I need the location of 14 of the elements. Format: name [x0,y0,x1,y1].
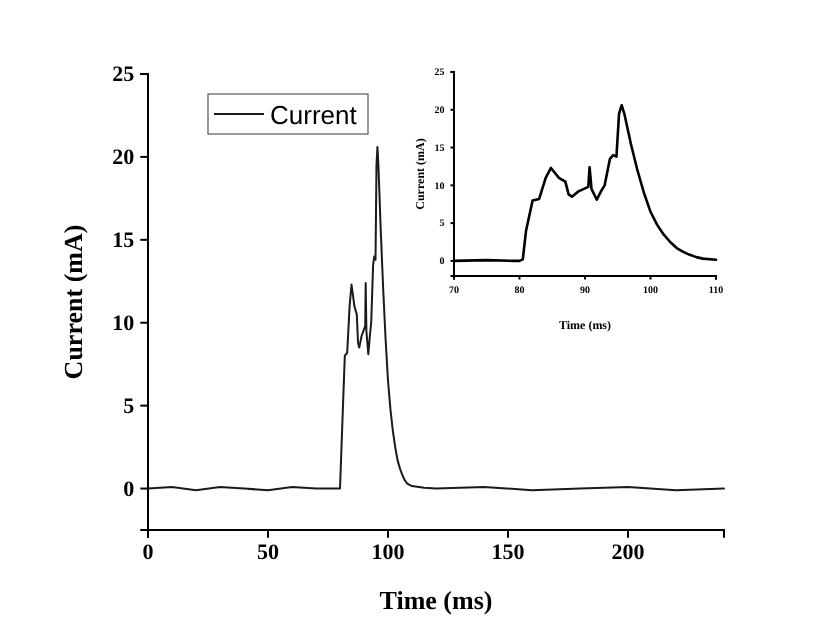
x-tick-label: 200 [611,541,646,566]
x-axis-title: Time (ms) [379,585,493,616]
y-tick-label: 25 [112,63,136,88]
y-tick-label: 20 [112,145,136,170]
y-tick-label: 10 [112,311,136,336]
x-tick-label: 150 [491,541,526,566]
legend-label: Current [270,100,358,130]
y-tick-label: 5 [123,394,136,419]
y-axis-title: Current (mA) [58,224,88,380]
y-tick-label: 0 [123,477,136,502]
x-tick-label: 0 [142,541,155,566]
x-tick-label: 100 [371,541,406,566]
y-tick-label: 15 [112,228,136,253]
x-tick-label: 50 [257,541,280,566]
